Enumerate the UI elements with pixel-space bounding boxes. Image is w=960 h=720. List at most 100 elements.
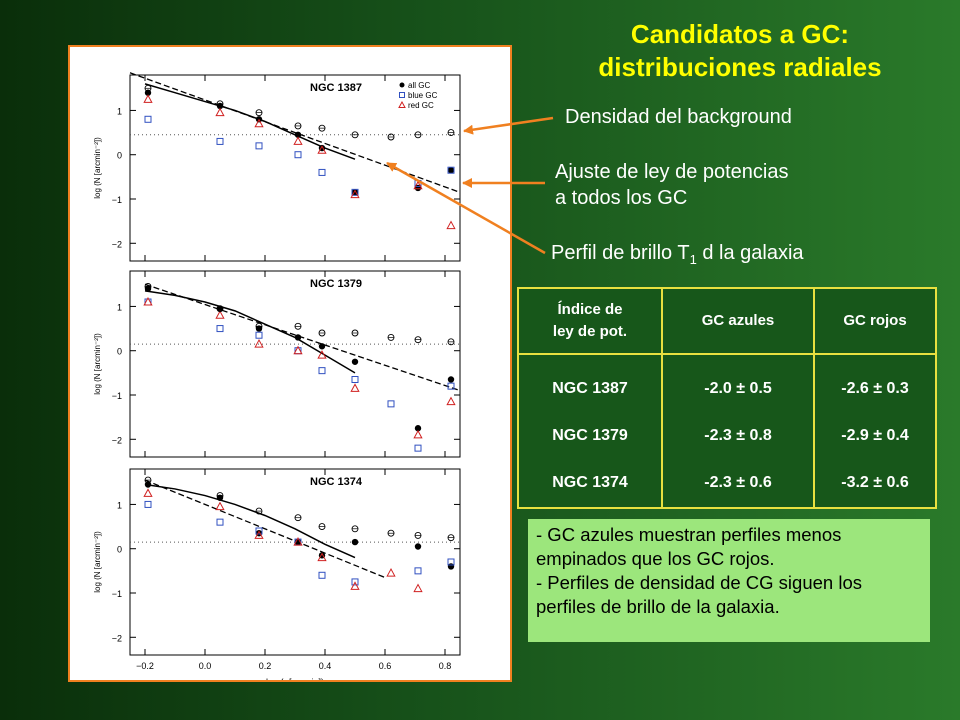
blue-gc-point (144, 115, 152, 123)
blue-gc-point (351, 188, 359, 196)
table-cell-red: -3.2 ± 0.6 (841, 474, 909, 491)
red-gc-point (215, 501, 225, 511)
panel-label: NGC 1387 (310, 82, 362, 94)
y-tick-label: 0 (117, 545, 122, 555)
all-gc-point (216, 102, 224, 110)
all-gc-point (294, 131, 302, 138)
table-cell-galaxy: NGC 1379 (552, 427, 628, 444)
panel-label: NGC 1379 (310, 278, 362, 290)
y-tick-label: −1 (112, 195, 122, 205)
red-gc-point (317, 350, 327, 359)
panel-3: 1 0 −1 −2 −0.2 0.0 0.2 0.4 0.6 0.8 log (N [arcmin⁻… (93, 468, 461, 680)
powerlaw-fit-line (144, 283, 461, 392)
x-tick-label: 0.0 (199, 661, 212, 671)
blue-gc-point (216, 518, 224, 526)
red-gc-point (293, 345, 303, 355)
y-tick-label: 0 (117, 151, 122, 161)
table-header-index: Índice de ley de pot. (517, 287, 663, 355)
table-cell-red: -2.9 ± 0.4 (841, 427, 909, 444)
conclusion-2: - Perfiles de densidad de CG siguen los … (536, 572, 862, 617)
blue-gc-point (387, 400, 395, 408)
red-gc-point (143, 296, 153, 306)
red-gc-point (446, 396, 456, 406)
blue-gc-point (351, 376, 359, 383)
blue-gc-point (216, 325, 224, 333)
x-axis-label: log (r [arcmin]) (266, 677, 324, 680)
y-tick-label: −2 (112, 239, 122, 249)
callout-brightness-suffix: d la galaxia (696, 242, 804, 264)
red-gc-point (254, 339, 264, 348)
plot-frame (129, 270, 461, 458)
table-header-index-line2: ley de pot. (552, 323, 628, 340)
y-axis-label: log (N [arcmin⁻²]) (93, 137, 102, 199)
table-cell-blue: -2.3 ± 0.8 (704, 427, 772, 444)
legend-marker-all (399, 82, 405, 88)
all-gc-point (216, 494, 224, 501)
table-cell-blue: -2.3 ± 0.6 (704, 474, 772, 491)
red-gc-point (350, 383, 360, 392)
all-gc-point (351, 538, 359, 546)
blue-gc-point (447, 558, 455, 566)
table-cell-galaxy: NGC 1374 (552, 474, 628, 491)
conclusion-1: - GC azules muestran perfiles menos empi… (536, 524, 842, 569)
all-gc-point (414, 543, 422, 550)
all-gc-point (318, 343, 326, 350)
y-tick-label: 0 (117, 347, 122, 357)
table-header-blue: GC azules (661, 287, 815, 355)
red-gc-point (446, 220, 456, 230)
x-tick-label: −0.2 (136, 661, 154, 671)
red-gc-point (254, 530, 264, 539)
callout-brightness-sub: 1 (689, 252, 697, 267)
all-gc-point (414, 425, 422, 432)
all-gc-point (144, 285, 152, 292)
radial-profile-plots: 1 0 −1 −2 log (N [arcmin⁻²]) NGC 1387 all GCbl… (93, 72, 461, 680)
legend-label: all GC (408, 81, 430, 90)
y-axis-label: log (N [arcmin⁻²]) (93, 531, 102, 593)
y-tick-label: −2 (112, 435, 122, 445)
galaxy-column: NGC 1387 NGC 1379 NGC 1374 (517, 354, 663, 508)
table-header-red: GC rojos (813, 287, 937, 355)
panel-label: NGC 1374 (310, 476, 363, 488)
legend-label: blue GC (408, 91, 438, 100)
brightness-profile-line (144, 483, 356, 559)
red-gc-point (386, 568, 396, 577)
blue-gc-point (414, 444, 422, 452)
red-gc-point (215, 107, 225, 117)
blue-gc-point (294, 151, 302, 159)
y-tick-label: −1 (112, 589, 122, 599)
red-gc-point (143, 94, 153, 103)
conclusions-box: - GC azules muestran perfiles menos empi… (528, 519, 930, 642)
y-tick-label: −1 (112, 391, 122, 401)
blue-gc-point (255, 142, 263, 150)
blue-column: -2.0 ± 0.5 -2.3 ± 0.8 -2.3 ± 0.6 (661, 354, 815, 508)
blue-gc-point (447, 382, 455, 390)
red-gc-point (143, 488, 153, 497)
blue-gc-point (351, 578, 359, 586)
x-tick-label: 0.6 (379, 661, 392, 671)
blue-gc-point (414, 567, 422, 575)
radial-profile-figure: 1 0 −1 −2 log (N [arcmin⁻²]) NGC 1387 all GC bl… (68, 45, 512, 682)
slide-title-line1: Candidatos a GC: (630, 19, 850, 49)
y-tick-label: 1 (117, 500, 122, 510)
y-tick-label: 1 (117, 302, 122, 312)
blue-gc-point (255, 527, 263, 535)
x-tick-label: 0.2 (259, 661, 272, 671)
all-gc-point (447, 563, 455, 570)
brightness-profile-line (144, 290, 356, 374)
blue-gc-point (318, 571, 326, 579)
blue-gc-point (216, 137, 224, 145)
table-cell-red: -2.6 ± 0.3 (841, 380, 909, 397)
red-column: -2.6 ± 0.3 -2.9 ± 0.4 -3.2 ± 0.6 (813, 354, 937, 508)
all-gc-point (255, 325, 263, 332)
powerlaw-index-table: Índice de ley de pot. GC azules GC rojos… (517, 287, 937, 509)
plot-frame (129, 468, 461, 656)
x-tick-label: 0.4 (319, 661, 332, 671)
all-gc-point (294, 334, 302, 341)
y-tick-label: −2 (112, 633, 122, 643)
all-gc-point (351, 358, 359, 365)
blue-gc-point (318, 168, 326, 176)
callout-background: Densidad del background (565, 106, 792, 128)
red-gc-point (215, 310, 225, 319)
blue-gc-point (144, 500, 152, 508)
table-body-row: NGC 1387 NGC 1379 NGC 1374 -2.0 ± 0.5 -2… (517, 354, 937, 508)
